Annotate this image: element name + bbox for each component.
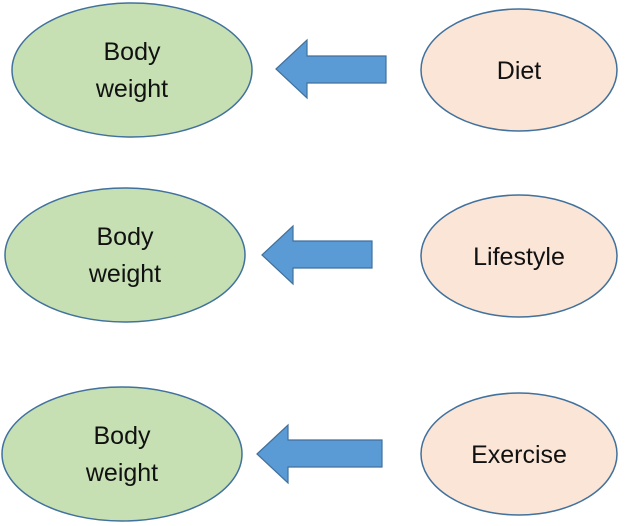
exercise-label: Exercise <box>471 441 567 469</box>
lifestyle-node <box>420 194 618 318</box>
lifestyle-label: Lifestyle <box>473 243 565 271</box>
body-weight-label-2-line1: Body <box>97 223 154 251</box>
body-weight-node-2 <box>4 187 246 323</box>
diagram-row-1: Body weight Diet <box>11 2 618 138</box>
diagram-row-3: Body weight Exercise <box>1 386 618 522</box>
exercise-node <box>420 392 618 516</box>
diagram-row-2: Body weight Lifestyle <box>4 187 618 323</box>
diet-label: Diet <box>497 57 542 85</box>
diet-node <box>420 8 618 132</box>
arrow-left-icon-1 <box>275 38 387 100</box>
body-weight-label-2-line2: weight <box>88 260 161 288</box>
arrow-left-icon-2 <box>261 224 373 286</box>
body-weight-node-1 <box>11 2 253 138</box>
body-weight-label-1-line2: weight <box>95 75 168 103</box>
body-weight-label-3-line2: weight <box>85 459 158 487</box>
body-weight-node-3 <box>1 386 243 522</box>
body-weight-label-1-line1: Body <box>104 38 161 66</box>
body-weight-label-3-line1: Body <box>94 422 151 450</box>
arrow-left-icon-3 <box>256 423 383 485</box>
